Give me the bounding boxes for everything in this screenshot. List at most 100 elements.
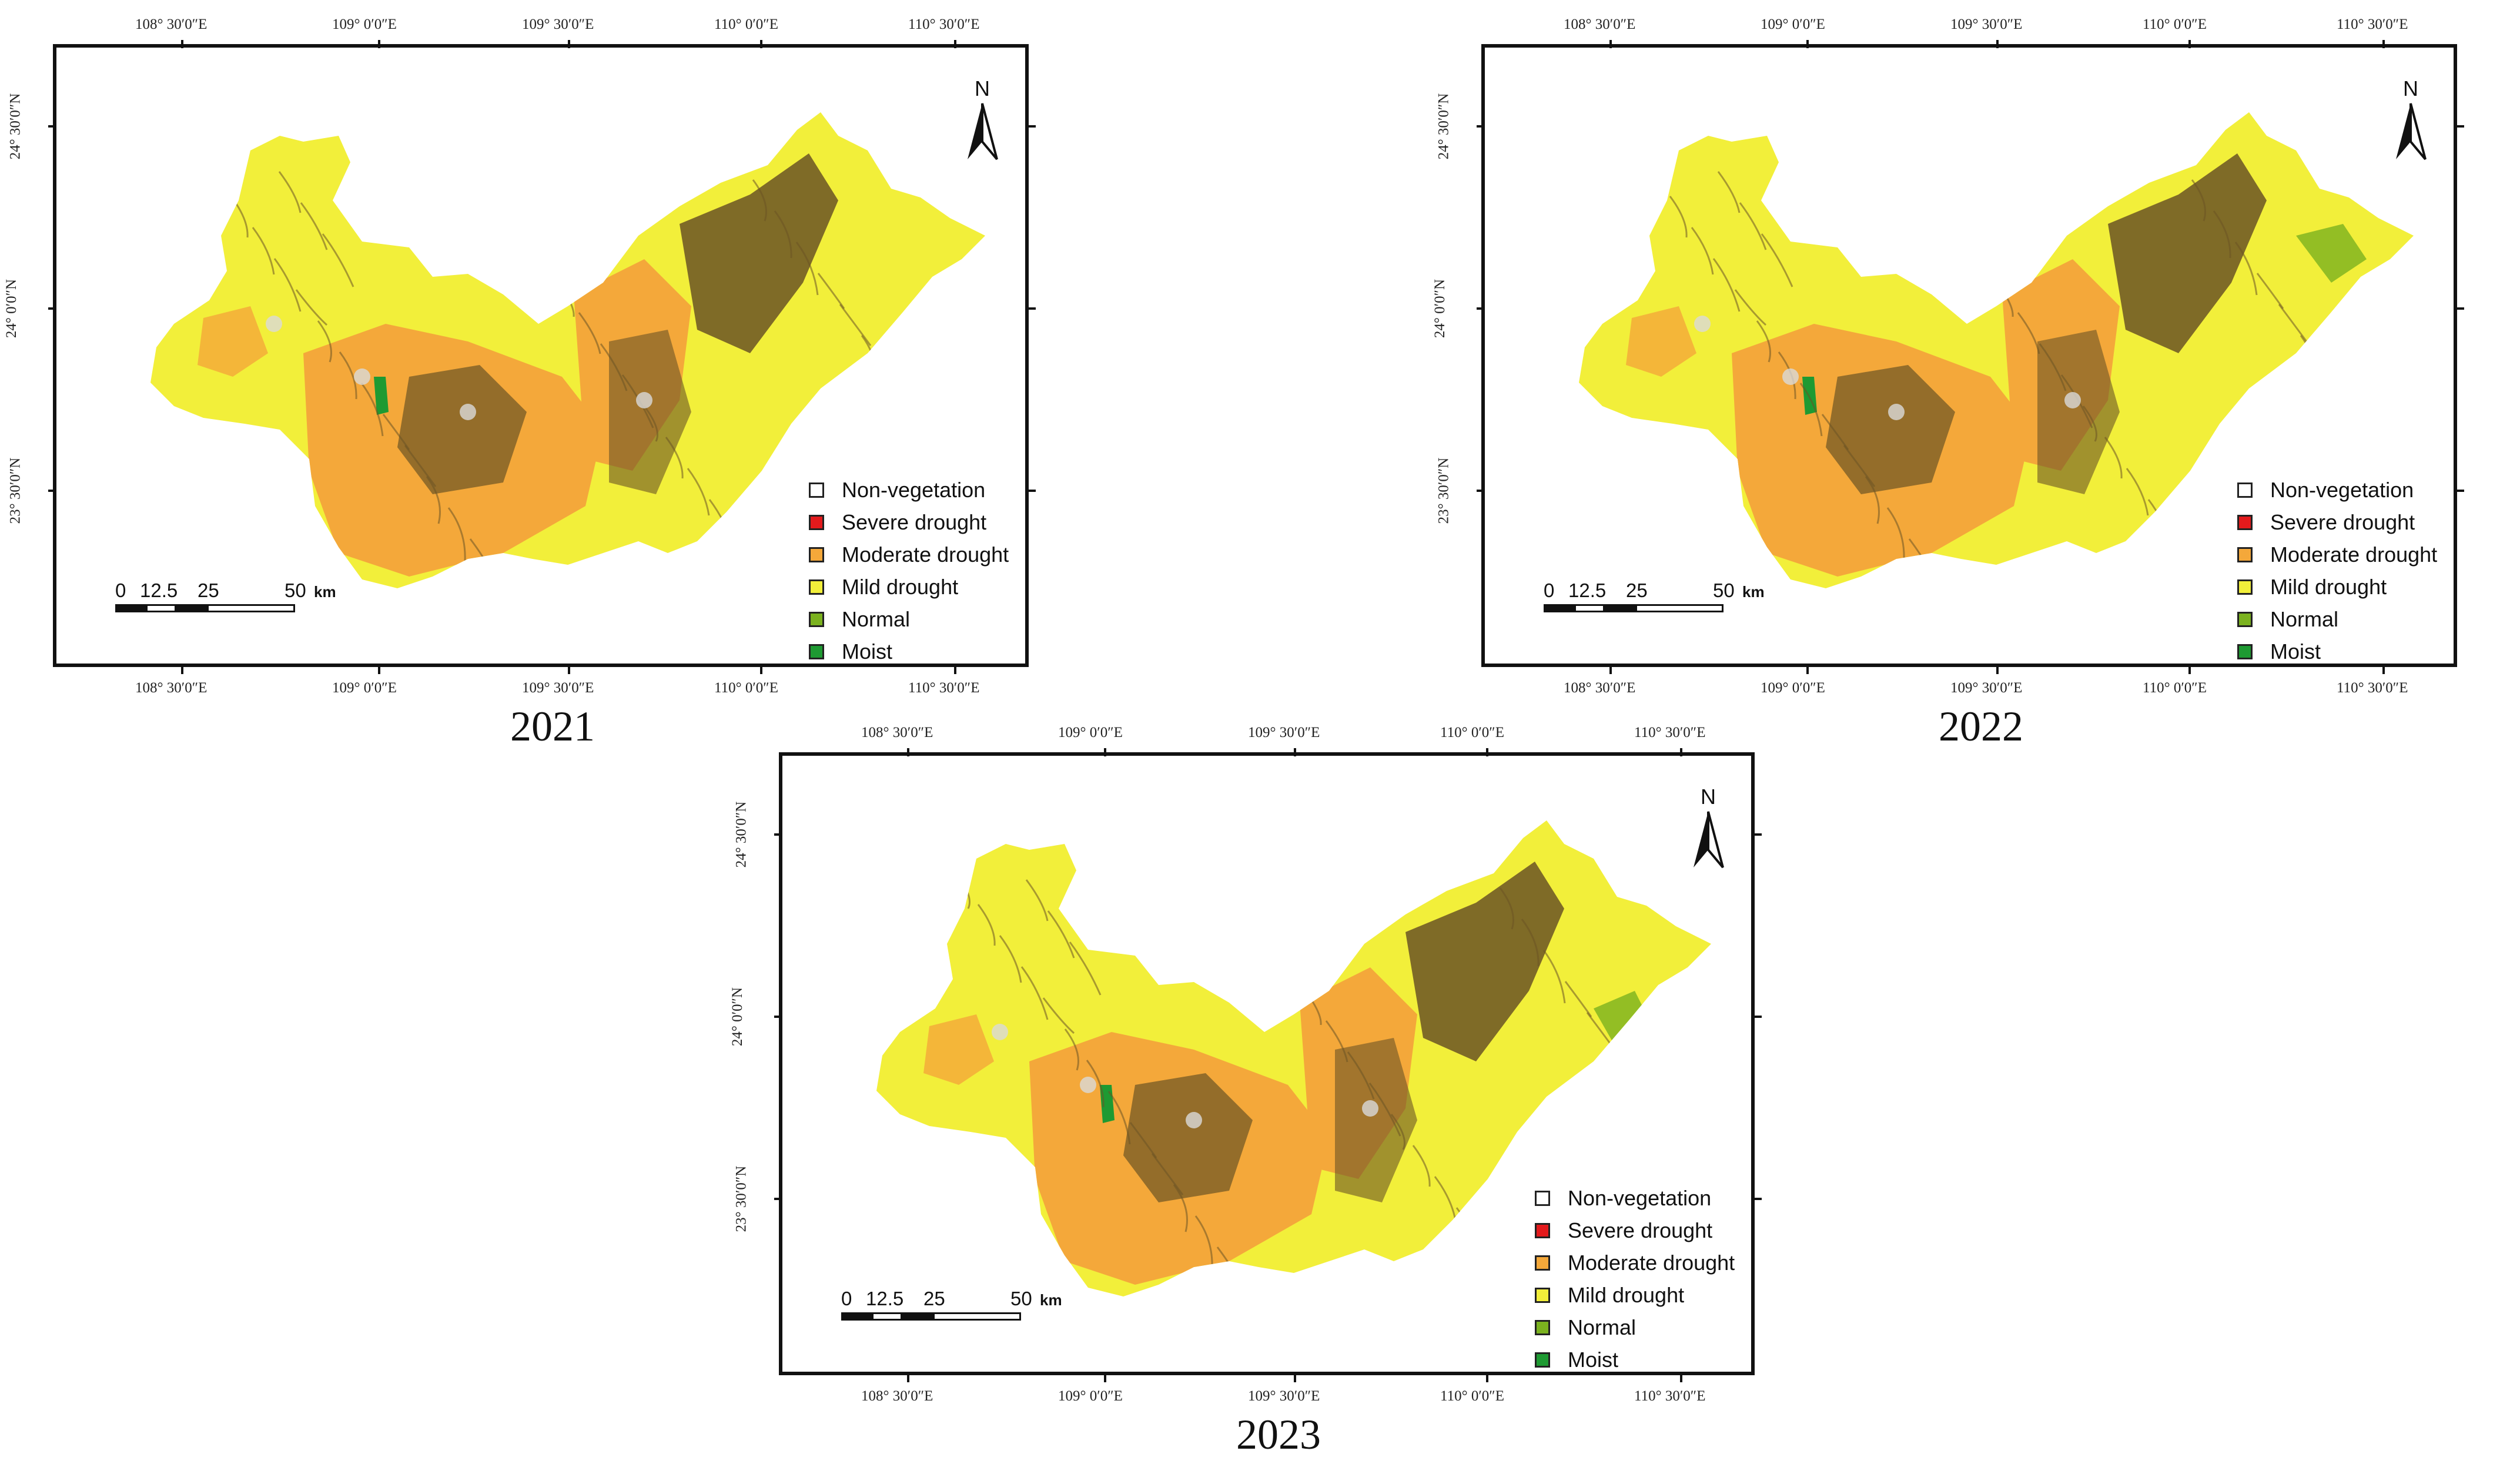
terrain-texture xyxy=(2256,273,2284,309)
longitude-label: 108° 30′0″E xyxy=(861,725,933,740)
terrain-texture xyxy=(730,530,763,567)
legend-swatch xyxy=(1535,1190,1550,1206)
graticule-tick xyxy=(1294,1374,1296,1382)
terrain-texture xyxy=(1739,202,1767,250)
terrain-texture xyxy=(999,935,1022,983)
terrain-texture xyxy=(278,171,302,213)
scale-bar: 0 12.5 25 50 km xyxy=(841,1288,1062,1323)
map-legend: Non-vegetation Severe drought Moderate dro… xyxy=(2237,474,2437,664)
legend-item: Moist xyxy=(2237,635,2437,664)
latitude-label: 24° 30′0″N xyxy=(7,93,24,160)
terrain-texture xyxy=(1843,445,1876,487)
longitude-label: 110° 30′0″E xyxy=(1634,725,1706,740)
scale-bar-unit: km xyxy=(1742,583,1765,601)
terrain-texture xyxy=(1042,997,1075,1034)
terrain-texture xyxy=(2343,397,2367,434)
terrain-texture xyxy=(1629,1074,1648,1128)
legend-item: Normal xyxy=(1535,1311,1735,1343)
region-dark-drought xyxy=(397,365,527,494)
map-frame: N Non-vegetation Severe drought Moderate dr… xyxy=(779,752,1755,1375)
terrain-texture xyxy=(982,1199,997,1253)
scale-bar-tick-label: 12.5 xyxy=(140,579,178,601)
terrain-texture xyxy=(208,165,223,201)
scale-bar-tick-label: 0 xyxy=(115,579,126,601)
terrain-texture xyxy=(252,227,275,275)
year-caption: 2023 xyxy=(1236,1411,1321,1458)
graticule-tick xyxy=(1609,40,1612,48)
graticule-tick xyxy=(1477,307,1485,310)
longitude-label: 110° 30′0″E xyxy=(908,680,980,696)
legend-label: Non-vegetation xyxy=(1568,1185,1712,1210)
legend-item: Non-vegetation xyxy=(1535,1182,1735,1214)
terrain-texture xyxy=(2104,437,2123,479)
latitude-label: 23° 30′0″N xyxy=(1435,457,1452,524)
scale-bar-segment xyxy=(1635,604,1723,612)
terrain-texture xyxy=(317,320,332,363)
longitude-label: 109° 30′0″E xyxy=(1950,680,2023,696)
terrain-texture xyxy=(404,445,437,487)
terrain-texture xyxy=(1390,1114,1405,1150)
legend-label: Non-vegetation xyxy=(842,477,986,502)
north-arrow-icon: N xyxy=(1688,785,1729,873)
longitude-label: 109° 30′0″E xyxy=(522,680,594,696)
legend-swatch xyxy=(809,547,824,562)
terrain-texture xyxy=(960,1168,993,1216)
scale-bar-tick-label: 12.5 xyxy=(866,1288,904,1309)
terrain-texture xyxy=(1107,1091,1131,1145)
latitude-label: 24° 0′0″N xyxy=(1432,279,1448,339)
legend-swatch xyxy=(809,482,824,498)
legend-item: Moderate drought xyxy=(2237,538,2437,571)
terrain-texture xyxy=(1973,250,1989,304)
scale-bar-segment xyxy=(872,1312,902,1321)
scale-bar-tick-label: 0 xyxy=(841,1288,852,1309)
terrain-texture xyxy=(295,289,328,326)
scale-bar-segment xyxy=(1605,604,1635,612)
graticule-tick xyxy=(1477,125,1485,128)
legend-swatch xyxy=(809,644,824,659)
terrain-texture xyxy=(1652,460,1685,508)
terrain-texture xyxy=(1194,1215,1213,1269)
longitude-label: 108° 30′0″E xyxy=(135,680,208,696)
terrain-texture xyxy=(1734,289,1767,326)
legend-item: Moist xyxy=(1535,1343,1735,1372)
terrain-texture xyxy=(1542,950,1566,1004)
legend-label: Moist xyxy=(842,639,893,664)
terrain-texture xyxy=(1712,258,1741,312)
scale-bar-segment xyxy=(841,1312,872,1321)
terrain-texture xyxy=(1717,171,1741,213)
legend-item: Non-vegetation xyxy=(2237,474,2437,506)
terrain-texture xyxy=(926,428,954,471)
longitude-label: 109° 0′0″E xyxy=(1058,725,1123,740)
drought-map xyxy=(876,820,1711,1296)
north-label: N xyxy=(2403,77,2418,100)
region-dark-drought xyxy=(2037,330,2120,494)
graticule-tick xyxy=(1753,1016,1762,1018)
graticule-tick xyxy=(1028,125,1036,128)
legend-item: Moderate drought xyxy=(1535,1247,1735,1279)
graticule-tick xyxy=(1996,40,1999,48)
scale-bar-segment xyxy=(207,604,295,612)
longitude-label: 110° 0′0″E xyxy=(2143,680,2207,696)
graticule-tick xyxy=(1680,1374,1682,1382)
legend-swatch xyxy=(809,514,824,530)
longitude-label: 110° 0′0″E xyxy=(714,680,778,696)
map-panel-2021: 108° 30′0″E 108° 30′0″E 109° 0′0″E 109° 0′0… xyxy=(0,0,1105,752)
terrain-texture xyxy=(1455,1207,1484,1261)
graticule-tick xyxy=(774,1016,782,1018)
terrain-texture xyxy=(1521,919,1540,967)
legend-item: Moist xyxy=(809,635,1009,664)
legend-label: Moist xyxy=(1568,1347,1619,1372)
legend-item: Non-vegetation xyxy=(809,474,1009,506)
longitude-label: 110° 0′0″E xyxy=(1440,1388,1504,1404)
terrain-texture xyxy=(938,1137,966,1179)
longitude-label: 110° 30′0″E xyxy=(2337,680,2408,696)
longitude-label: 109° 0′0″E xyxy=(332,16,397,32)
legend-swatch xyxy=(809,611,824,627)
legend-swatch xyxy=(2237,644,2253,659)
map-panel-2023: 108° 30′0″E 108° 30′0″E 109° 0′0″E 109° 0′0… xyxy=(726,708,1831,1460)
terrain-texture xyxy=(817,273,845,309)
map-frame: N Non-vegetation Severe drought Moderate dr… xyxy=(1481,44,2457,667)
region-normal xyxy=(2296,224,2367,283)
graticule-tick xyxy=(1104,1374,1106,1382)
terrain-texture xyxy=(1025,879,1049,922)
